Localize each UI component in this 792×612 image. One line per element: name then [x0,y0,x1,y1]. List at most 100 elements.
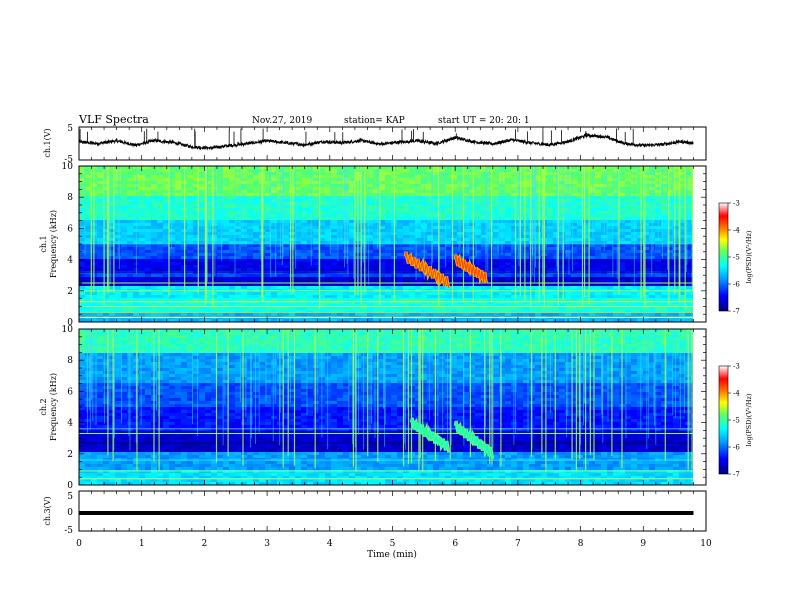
spectrum-cell [661,295,668,299]
spectrum-cell [187,235,194,239]
spectrum-cell [109,181,116,185]
spectrum-cell [169,241,176,245]
spectrum-cell [283,199,290,203]
spectrum-cell [583,184,590,188]
spectrum-cell [613,253,620,257]
spectrum-cell [199,208,206,212]
spectrum-cell [169,253,176,257]
spectrum-row [79,304,86,308]
spectrum-cell [163,226,170,230]
spectrum-cell [241,208,248,212]
spectrum-cell [127,226,134,230]
spectrum-cell [241,259,248,263]
spectrum-cell [427,214,434,218]
spectrum-cell [325,235,332,239]
spectrum-cell [211,277,218,281]
spectrum-cell [511,187,518,191]
spectrum-cell [475,298,482,302]
spectrum-cell [229,169,236,173]
spectrum-cell [307,265,314,269]
spectrum-cell [307,211,314,215]
spectrum-cell [607,259,614,263]
spectrum-cell [553,244,560,248]
spectrum-cell [427,286,434,290]
spectrum-cell [619,256,626,260]
spectrum-cell [367,238,374,242]
spectrum-cell [667,172,674,176]
spectrum-cell [397,304,404,308]
spectrum-cell [331,175,338,179]
spectrum-cell [307,208,314,212]
spectrum-cell [265,226,272,230]
spectrum-cell [199,253,206,257]
spectrum-cell [433,298,440,302]
spectrum-cell [433,181,440,185]
spectrum-cell [379,292,386,296]
spectrum-cell [559,211,566,215]
spectrum-cell [151,220,158,224]
spectrum-cell [103,199,110,203]
spectrum-cell [325,199,332,203]
spectrum-cell [577,193,584,197]
spectrum-cell [145,214,152,218]
spectrum-cell [193,229,200,233]
spectrum-cell [229,256,236,260]
spectrum-cell [199,283,206,287]
spectrum-cell [511,244,518,248]
spectrum-cell [223,247,230,251]
spectrum-cell [157,220,164,224]
spectrum-cell [289,283,296,287]
spectrum-cell [619,181,626,185]
spectrum-cell [487,292,494,296]
spectrum-cell [415,247,422,251]
spectrum-cell [85,292,92,296]
spectrum-cell [169,277,176,281]
spectrum-cell [409,232,416,236]
spectrum-cell [667,232,674,236]
spectrum-cell [445,259,452,263]
spectrum-cell [145,268,152,272]
spectrum-cell [553,241,560,245]
spectrum-cell [127,178,134,182]
spectrum-cell [529,304,536,308]
spectrum-cell [253,190,260,194]
spectrum-cell [265,178,272,182]
spectrum-cell [427,184,434,188]
spectrum-cell [127,211,134,215]
spectrum-cell [511,292,518,296]
spectrum-cell [343,304,350,308]
spectrum-cell [187,199,194,203]
spectrum-cell [469,286,476,290]
spectrum-cell [313,229,320,233]
spectrum-cell [589,277,596,281]
spectrum-cell [241,232,248,236]
spectrum-cell [577,265,584,269]
spectrum-cell [535,298,542,302]
spectrum-cell [439,304,446,308]
spectrum-cell [253,223,260,227]
spectrum-cell [217,235,224,239]
spectrum-cell [313,217,320,221]
spectrum-cell [439,259,446,263]
spectrum-cell [121,223,128,227]
spectrum-cell [547,169,554,173]
spectrum-cell [505,199,512,203]
spectrum-cell [505,244,512,248]
spectrum-cell [493,166,500,170]
spectrum-cell [139,166,146,170]
spectrum-cell [145,286,152,290]
spectrum-cell [481,172,488,176]
spectrum-cell [427,190,434,194]
spectrum-cell [91,307,98,311]
spectrum-cell [661,175,668,179]
spectrum-cell [475,181,482,185]
spectrum-cell [307,259,314,263]
spectrum-cell [415,226,422,230]
spectrum-cell [613,175,620,179]
spectrum-cell [205,211,212,215]
spectrum-cell [139,238,146,242]
spectrum-cell [397,202,404,206]
spectrum-cell [253,286,260,290]
spectrum-cell [445,214,452,218]
spectrum-cell [139,181,146,185]
